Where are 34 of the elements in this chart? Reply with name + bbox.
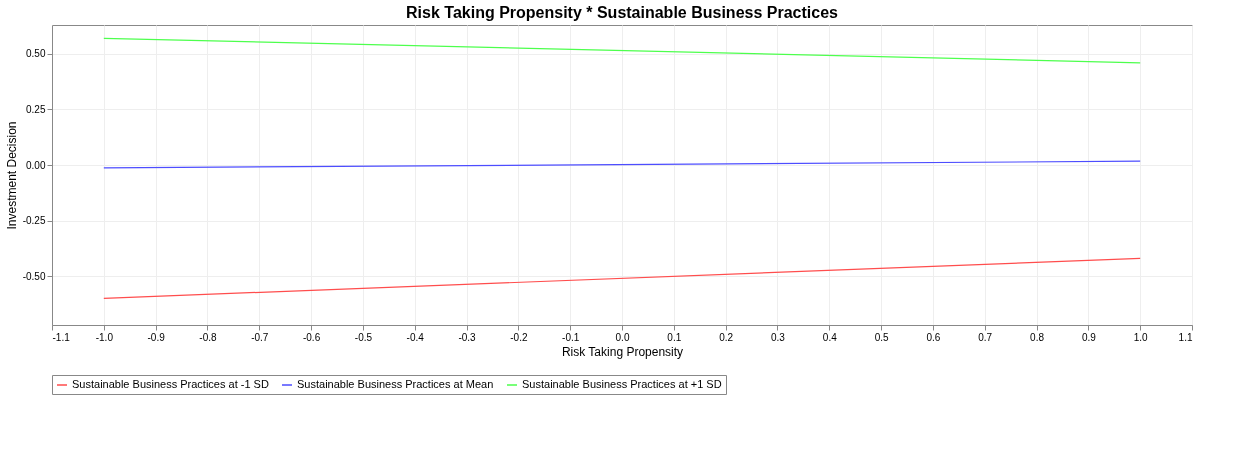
y-tick-label: -0.50 — [22, 270, 46, 282]
x-tick-label: -0.8 — [199, 331, 218, 343]
x-tick-label: -0.4 — [406, 331, 425, 343]
legend-label: Sustainable Business Practices at Mean — [297, 378, 494, 390]
x-tick-label: 0.3 — [771, 331, 786, 343]
x-tick-label: -0.7 — [251, 331, 269, 343]
legend-label: Sustainable Business Practices at +1 SD — [522, 378, 722, 390]
y-tick-label: 0.25 — [26, 103, 46, 115]
x-tick-label: -0.1 — [562, 331, 580, 343]
x-tick-label: -0.6 — [302, 331, 321, 343]
x-tick-label: 0.4 — [822, 331, 838, 343]
chart-title: Risk Taking Propensity * Sustainable Business Practices — [406, 4, 839, 21]
x-tick-label: 0.9 — [1081, 331, 1097, 343]
x-tick-label: 1.1 — [1178, 331, 1193, 343]
x-tick-label: -0.9 — [147, 331, 166, 343]
legend-label: Sustainable Business Practices at -1 SD — [72, 378, 269, 390]
x-tick-label: 0.6 — [926, 331, 941, 343]
x-tick-label: -1.1 — [52, 331, 71, 343]
y-axis-title: Investment Decision — [4, 121, 19, 230]
x-axis-title: Risk Taking Propensity — [561, 344, 684, 359]
x-tick-label: -0.2 — [510, 331, 528, 343]
x-tick-label: 1.0 — [1133, 331, 1149, 343]
x-tick-label: -0.5 — [354, 331, 373, 343]
x-tick-label: 0.7 — [978, 331, 993, 343]
x-tick-label: 0.1 — [667, 331, 682, 343]
y-tick-label: -0.25 — [22, 215, 46, 227]
x-tick-label: 0.2 — [719, 331, 734, 343]
y-tick-label: 0.00 — [26, 159, 46, 171]
x-tick-label: 0.0 — [615, 331, 630, 343]
x-tick-label: -0.3 — [458, 331, 477, 343]
x-tick-label: -1.0 — [95, 331, 114, 343]
x-tick-label: 0.5 — [874, 331, 889, 343]
y-tick-label: 0.50 — [26, 48, 46, 60]
x-tick-label: 0.8 — [1030, 331, 1045, 343]
